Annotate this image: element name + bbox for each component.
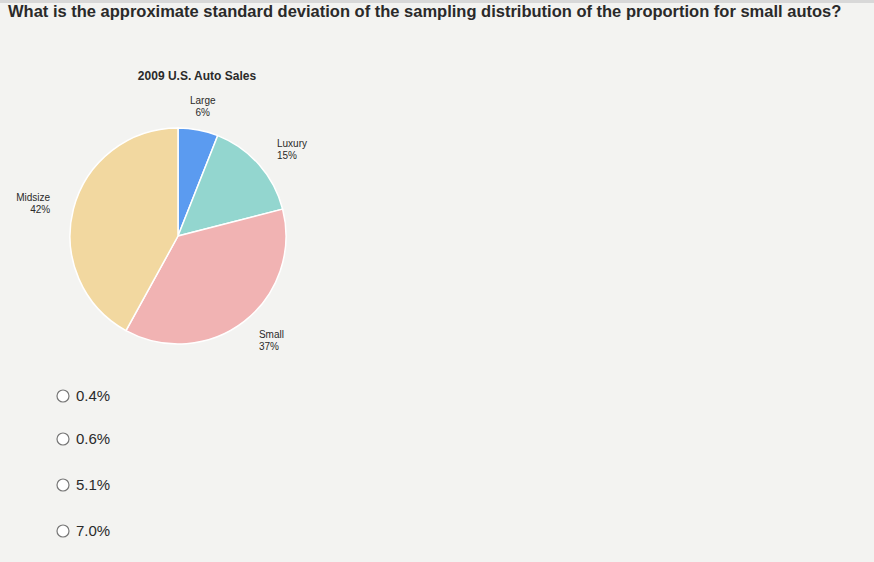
pie-slice: [70, 128, 178, 331]
option-text: 0.4%: [76, 387, 110, 404]
slice-category: Large: [190, 95, 216, 106]
option-text: 0.6%: [76, 430, 110, 447]
question: What is the approximate standard deviati…: [8, 2, 841, 20]
option-text: 5.1%: [76, 476, 110, 493]
slice-category: Luxury: [277, 138, 307, 149]
slice-label: 42%: [30, 204, 50, 215]
radio-button[interactable]: [57, 390, 69, 402]
slice-category: Small: [259, 329, 284, 340]
radio-button[interactable]: [57, 525, 69, 537]
option-text: 7.0%: [76, 522, 110, 539]
chart-title: 2009 U.S. Auto Sales: [138, 69, 257, 83]
slice-label: 6%: [196, 107, 211, 118]
page: What is the approximate standard deviati…: [0, 0, 874, 562]
slice-label: 37%: [259, 341, 279, 352]
pie-slices: [70, 128, 286, 344]
slice-label: 15%: [277, 150, 297, 161]
radio-button[interactable]: [57, 479, 69, 491]
radio-button[interactable]: [57, 433, 69, 445]
slice-category: Midsize: [16, 192, 50, 203]
